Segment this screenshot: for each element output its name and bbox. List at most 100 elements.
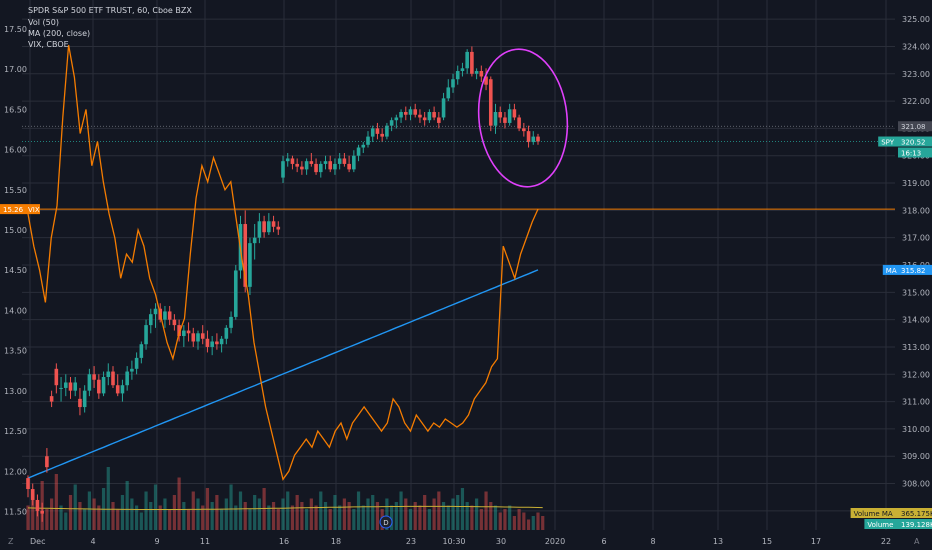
volume-bar xyxy=(73,484,77,530)
candle-body xyxy=(314,163,318,173)
volume-bar xyxy=(309,498,313,530)
auto-scale-button[interactable]: A xyxy=(914,537,920,546)
candle-body xyxy=(323,161,328,164)
volume-bar xyxy=(243,502,247,530)
volume-bar xyxy=(116,509,120,530)
zoom-button[interactable]: Z xyxy=(8,537,14,546)
candle-body xyxy=(54,368,59,386)
volume-bar xyxy=(59,505,63,530)
candle-body xyxy=(210,341,214,347)
volume-bar xyxy=(106,467,110,530)
badge-value-bg xyxy=(898,519,932,529)
volume-bar xyxy=(352,509,356,530)
candle-body xyxy=(408,109,413,115)
badge-value: 321.08 xyxy=(901,123,926,131)
candle-body xyxy=(26,478,30,490)
right-tick-label: 313.00 xyxy=(902,343,930,352)
badge-value-bg xyxy=(898,136,932,147)
volume-bar xyxy=(125,481,129,530)
candle-body xyxy=(522,128,526,132)
candle-body xyxy=(73,382,78,391)
volume-ma-line xyxy=(27,505,543,510)
volume-bar xyxy=(342,498,346,530)
vix-badge-label: VIX xyxy=(28,206,40,214)
annotation-layer: D xyxy=(379,48,569,529)
volume-bar xyxy=(135,505,139,530)
candle-body xyxy=(498,112,503,118)
volume-bar xyxy=(31,491,35,530)
vix-badge xyxy=(0,204,40,215)
candle-body xyxy=(167,311,172,320)
volume-bar xyxy=(111,502,115,530)
left-tick-label: 14.50 xyxy=(4,266,27,275)
candle-body xyxy=(493,112,498,126)
volume-bar xyxy=(305,509,309,530)
candle-body xyxy=(370,128,375,137)
left-tick-label: 12.00 xyxy=(4,467,27,476)
x-tick-label: 2020 xyxy=(545,537,565,546)
vix-layer xyxy=(22,44,895,481)
volume-bar xyxy=(83,509,87,530)
volume-bar xyxy=(257,498,261,530)
volume-bar xyxy=(295,495,299,530)
volume-bar xyxy=(371,495,375,530)
volume-bar xyxy=(172,495,176,530)
candle-body xyxy=(271,221,276,227)
candle-body xyxy=(295,163,299,167)
volume-bar xyxy=(451,498,455,530)
candle-body xyxy=(281,161,285,178)
candle-body xyxy=(512,109,517,118)
candle-body xyxy=(82,390,87,408)
candle-body xyxy=(413,109,418,115)
volume-bar xyxy=(92,498,96,530)
volume-bar xyxy=(139,512,143,530)
axis-layer: Dec491116182310:303020206813151722307.00… xyxy=(4,15,930,546)
candle-body xyxy=(215,341,219,345)
study-ma-label[interactable]: MA (200, close) xyxy=(28,29,91,38)
study-volume-label[interactable]: Vol (50) xyxy=(28,18,59,27)
volume-bar xyxy=(54,474,58,530)
left-tick-label: 17.00 xyxy=(4,65,27,74)
volume-bar xyxy=(408,509,413,530)
candle-body xyxy=(446,87,451,99)
candle-body xyxy=(422,117,427,121)
candle-body xyxy=(309,161,314,164)
badge-value: 320.52 xyxy=(901,139,926,147)
candle-body xyxy=(432,112,436,118)
volume-bar xyxy=(361,505,365,530)
volume-bar xyxy=(220,509,224,530)
x-tick-label: 30 xyxy=(496,537,506,546)
study-vix-label[interactable]: VIX, CBOE xyxy=(28,40,69,49)
volume-bar xyxy=(262,488,266,530)
candle-body xyxy=(479,71,484,77)
volume-bar xyxy=(158,505,162,530)
badge-label-bg xyxy=(882,264,898,275)
left-tick-label: 15.50 xyxy=(4,186,27,195)
candle-body xyxy=(455,71,460,80)
candle-body xyxy=(144,325,148,345)
volume-bar xyxy=(475,498,479,530)
x-tick-label: 22 xyxy=(881,537,891,546)
volume-bar xyxy=(446,505,450,530)
candle-body xyxy=(248,243,252,287)
candle-body xyxy=(262,221,266,233)
badge-value-bg xyxy=(898,147,932,158)
candle-body xyxy=(40,510,44,514)
volume-bar xyxy=(64,512,68,530)
volume-bar xyxy=(149,502,153,530)
candle-body xyxy=(276,226,281,230)
grid-layer xyxy=(22,0,895,530)
candle-body xyxy=(148,314,153,326)
x-tick-label: Dec xyxy=(30,537,45,546)
annotation-circle xyxy=(477,48,569,188)
ma-layer xyxy=(27,269,539,479)
badge-label: Volume MA xyxy=(854,510,893,518)
right-tick-label: 308.00 xyxy=(902,480,930,489)
volume-bar xyxy=(517,509,521,530)
symbol-title[interactable]: SPDR S&P 500 ETF TRUST, 60, Cboe BZX xyxy=(28,6,192,15)
candle-body xyxy=(130,368,134,372)
badge-label-bg xyxy=(864,519,898,529)
left-tick-label: 16.00 xyxy=(4,146,27,155)
candle-body xyxy=(182,330,186,337)
